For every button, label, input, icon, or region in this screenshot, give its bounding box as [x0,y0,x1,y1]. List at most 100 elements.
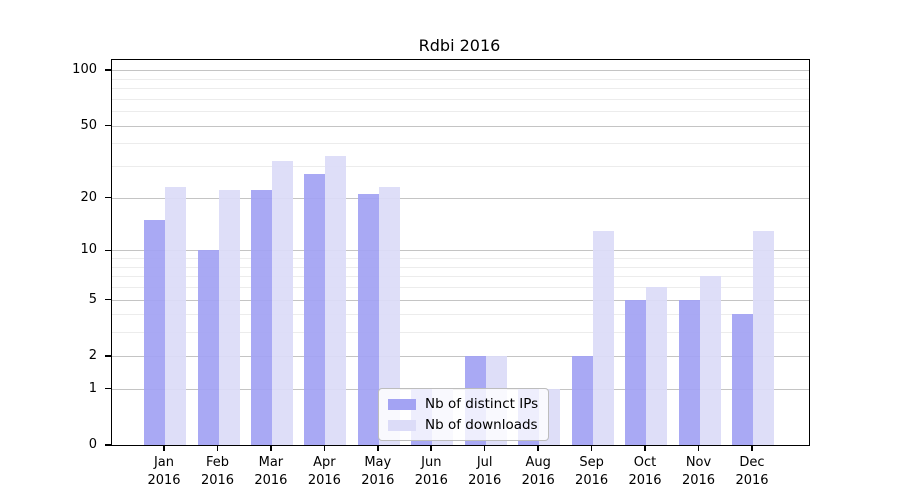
x-tick-mark-dec [751,446,753,451]
bar-downloads-apr [325,156,347,445]
x-tick-month: Jun [421,455,442,470]
legend-row-downloads: Nb of downloads [388,417,538,433]
bar-distinct-ips-oct [625,299,646,445]
x-tick-month: Jan [153,455,175,470]
gridline-90 [112,78,809,80]
gridline-30 [112,166,809,168]
y-tick-mark-20 [105,196,111,199]
y-tick-mark-50 [105,124,111,127]
x-tick-label-may: May 2016 [346,454,410,490]
x-tick-label-oct: Oct 2016 [613,454,677,490]
x-tick-month: Aug [525,455,551,470]
x-tick-mark-jul [483,446,486,451]
x-tick-label-sep: Sep 2016 [560,454,624,490]
x-tick-label-nov: Nov 2016 [667,454,731,490]
legend-label-downloads: Nb of downloads [425,417,538,433]
gridline-50 [112,125,809,127]
y-tick-label-20: 20 [80,189,97,205]
gridline-70 [112,98,809,100]
x-tick-year: 2016 [575,473,609,488]
x-tick-month: Apr [313,455,336,470]
bar-distinct-ips-nov [678,299,700,445]
x-tick-mark-feb [216,446,219,451]
gridline-80 [112,88,809,90]
y-tick-mark-1 [105,387,111,390]
x-tick-label-dec: Dec 2016 [720,454,784,490]
x-axis: Jan 2016 Feb 2016 Mar 2016 Apr 2016 May 2016 Jun 20… [111,446,808,500]
gridline-10 [112,250,809,252]
legend-swatch-distinct-ips [388,398,416,410]
x-tick-mark-jun [430,446,432,451]
gridline-2 [112,355,809,357]
x-tick-year: 2016 [254,473,288,488]
plot-area: Nb of distinct IPs Nb of downloads [111,59,810,446]
gridline-4 [112,314,809,316]
y-tick-mark-100 [105,69,111,71]
gridline-6 [112,287,809,288]
bar-downloads-jan [165,186,186,445]
bar-distinct-ips-may [357,194,379,445]
gridline-5 [112,299,809,301]
x-tick-mark-nov [697,446,700,451]
bar-distinct-ips-dec [732,314,753,445]
gridline-9 [112,258,809,259]
x-tick-year: 2016 [200,473,235,488]
y-tick-label-100: 100 [72,62,97,78]
x-tick-month: Mar [258,455,284,470]
x-tick-mark-oct [644,446,646,451]
x-tick-mark-mar [270,446,272,451]
x-tick-year: 2016 [307,473,341,488]
y-tick-mark-10 [105,249,111,252]
x-tick-month: Feb [205,455,230,470]
x-tick-label-jul: Jul 2016 [453,454,517,490]
x-tick-year: 2016 [681,473,716,488]
bar-downloads-feb [218,190,240,445]
x-tick-label-mar: Mar 2016 [239,454,303,490]
x-tick-year: 2016 [628,473,662,488]
y-tick-label-2: 2 [88,347,97,363]
bar-distinct-ips-mar [250,190,272,445]
x-tick-year: 2016 [468,473,502,488]
gridline-60 [112,111,809,113]
x-tick-label-feb: Feb 2016 [186,454,250,490]
x-tick-month: Sep [579,455,604,470]
x-tick-month: Jul [476,455,493,470]
x-tick-month: May [364,455,392,470]
gridline-40 [112,143,809,145]
bar-downloads-may [378,186,400,445]
y-tick-label-50: 50 [80,117,97,133]
y-tick-mark-2 [105,355,111,357]
x-tick-label-jan: Jan 2016 [132,454,196,490]
bar-distinct-ips-jan [144,219,165,445]
gridline-8 [112,266,809,268]
x-tick-year: 2016 [147,473,181,488]
bar-distinct-ips-sep [571,355,593,445]
gridline-7 [112,276,809,278]
y-tick-mark-5 [105,298,111,301]
x-tick-month: Dec [739,455,765,470]
x-tick-year: 2016 [414,473,448,488]
x-tick-mark-sep [590,446,593,451]
y-tick-label-1: 1 [88,380,97,396]
x-tick-year: 2016 [361,473,395,488]
x-tick-year: 2016 [521,473,555,488]
x-tick-year: 2016 [735,473,769,488]
y-tick-label-10: 10 [80,242,97,258]
gridline-3 [112,332,809,334]
x-tick-month: Oct [633,455,657,470]
bar-distinct-ips-feb [197,250,219,445]
x-tick-mark-aug [537,446,539,451]
x-tick-label-aug: Aug 2016 [506,454,570,490]
bar-downloads-sep [592,230,614,445]
bar-downloads-nov [699,276,721,445]
x-tick-month: Nov [685,455,712,470]
legend-label-distinct-ips: Nb of distinct IPs [425,396,539,412]
y-axis: 0 1 2 5 10 20 50 100 [0,59,111,452]
gridline-20 [112,197,809,199]
legend-swatch-downloads [388,419,416,431]
x-tick-label-apr: Apr 2016 [292,454,356,490]
legend-row-distinct-ips: Nb of distinct IPs [388,396,538,412]
legend: Nb of distinct IPs Nb of downloads [378,388,550,441]
bar-downloads-dec [753,230,774,445]
